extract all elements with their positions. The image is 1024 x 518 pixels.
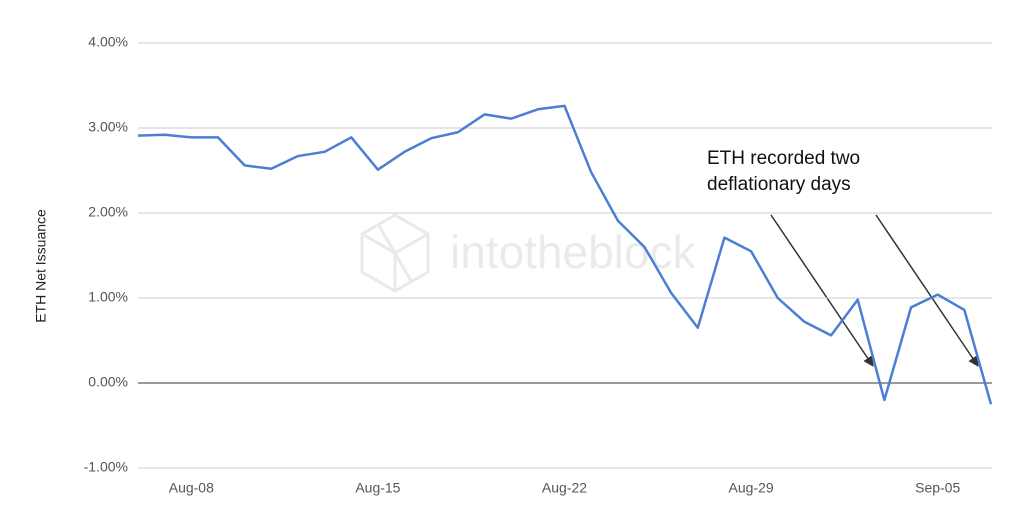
y-tick-label: 3.00% — [88, 119, 128, 135]
watermark: intotheblock — [450, 226, 696, 278]
x-tick-label: Aug-08 — [169, 480, 214, 496]
series-line — [137, 104, 993, 405]
y-tick-label: 0.00% — [88, 374, 128, 390]
y-tick-label: 1.00% — [88, 289, 128, 305]
x-tick-label: Aug-22 — [542, 480, 587, 496]
x-tick-label: Sep-05 — [915, 480, 960, 496]
watermark-logo — [360, 213, 430, 293]
annotation-arrow — [875, 214, 979, 367]
y-tick-label: -1.00% — [84, 459, 128, 475]
annotation: ETH recorded two — [707, 148, 860, 169]
x-tick-label: Aug-29 — [729, 480, 774, 496]
y-tick-label: 4.00% — [88, 34, 128, 50]
y-tick-label: 2.00% — [88, 204, 128, 220]
annotation-arrow — [770, 214, 874, 367]
annotation: deflationary days — [707, 174, 851, 195]
x-tick-label: Aug-15 — [355, 480, 400, 496]
y-axis-label: ETH Net Issuance — [33, 209, 49, 323]
